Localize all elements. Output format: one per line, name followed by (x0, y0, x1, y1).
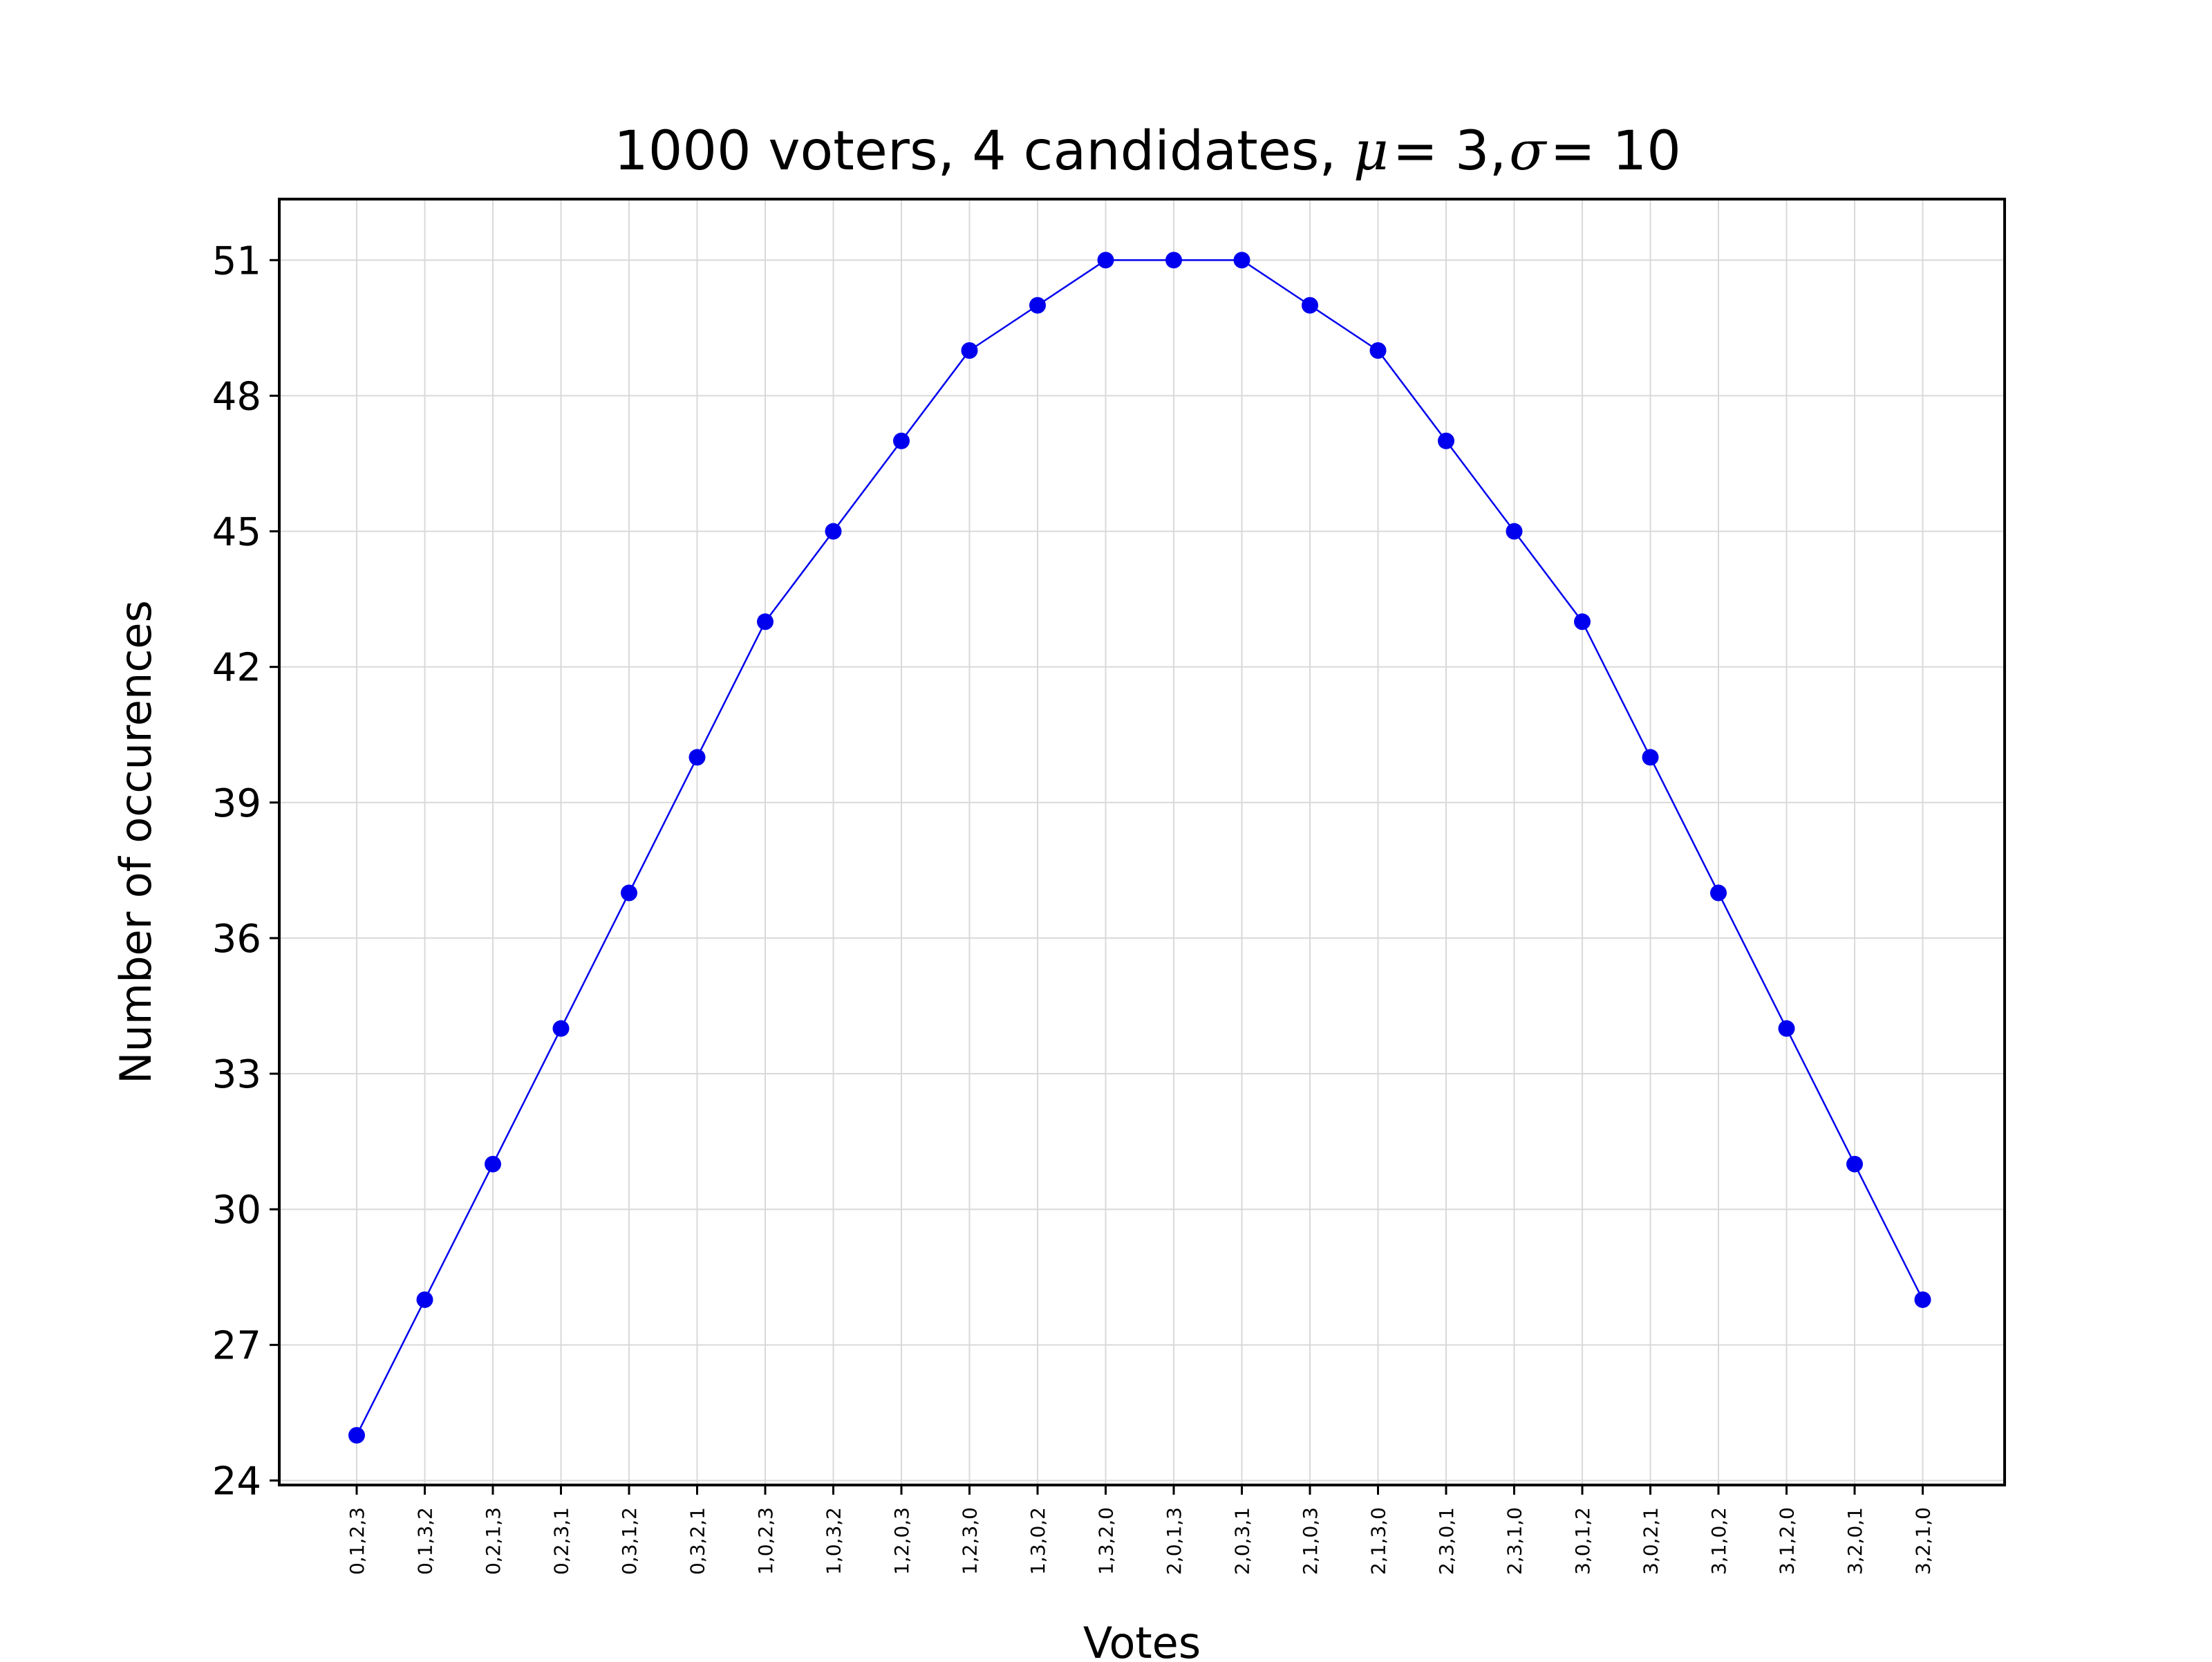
data-point (1165, 252, 1182, 269)
y-tick-label: 27 (212, 1323, 261, 1368)
x-tick-label: 0,2,3,1 (550, 1507, 573, 1575)
y-tick-label: 51 (212, 239, 261, 283)
y-tick-label: 45 (212, 510, 261, 555)
data-point (1029, 297, 1046, 314)
x-tick-label: 2,1,3,0 (1367, 1507, 1390, 1575)
x-tick-label: 3,1,0,2 (1707, 1507, 1730, 1575)
data-point (552, 1020, 570, 1037)
x-tick-label: 1,3,2,0 (1095, 1507, 1118, 1575)
data-point (1302, 297, 1318, 314)
data-point (961, 342, 978, 360)
y-tick-label: 42 (212, 646, 261, 691)
chart-title: 1000 voters, 4 candidates, μ= 3,σ= 10 (614, 120, 1681, 183)
data-point (485, 1155, 501, 1173)
x-axis: 0,1,2,3 0,1,3,2 0,2,1,3 0,2,3,1 0,3,1,2 0,3,2… (346, 1485, 1935, 1575)
data-point (1438, 432, 1454, 449)
data-point (621, 884, 637, 902)
y-axis: 24 27 30 33 36 39 42 45 48 51 (212, 239, 279, 1504)
y-tick-label: 48 (212, 374, 261, 419)
data-point (1846, 1155, 1863, 1173)
y-tick-label: 24 (212, 1459, 261, 1504)
y-axis-label: Number of occurences (111, 600, 161, 1084)
x-tick-label: 0,1,3,2 (414, 1507, 437, 1575)
series-line (348, 252, 1931, 1444)
y-tick-label: 36 (212, 917, 261, 962)
x-tick-label: 1,0,3,2 (823, 1507, 845, 1575)
x-tick-label: 2,3,1,0 (1503, 1507, 1526, 1575)
data-point (1642, 749, 1659, 766)
x-tick-label: 3,2,1,0 (1912, 1507, 1935, 1575)
data-point (893, 432, 910, 449)
y-tick-label: 33 (212, 1052, 261, 1097)
x-axis-label: Votes (1083, 1618, 1201, 1659)
x-tick-label: 3,0,2,1 (1640, 1507, 1662, 1575)
data-point (1710, 884, 1727, 902)
x-tick-label: 2,0,3,1 (1231, 1507, 1254, 1575)
x-tick-label: 1,0,2,3 (754, 1507, 777, 1575)
x-tick-label: 0,3,1,2 (618, 1507, 641, 1575)
x-tick-label: 2,0,1,3 (1163, 1507, 1185, 1575)
x-tick-label: 3,1,2,0 (1776, 1507, 1799, 1575)
x-tick-label: 1,2,3,0 (959, 1507, 982, 1575)
data-point (1506, 523, 1523, 540)
x-tick-label: 3,0,1,2 (1571, 1507, 1594, 1575)
x-tick-label: 3,2,0,1 (1844, 1507, 1866, 1575)
y-tick-label: 30 (212, 1188, 261, 1233)
x-tick-label: 0,2,1,3 (482, 1507, 505, 1575)
data-point (1914, 1291, 1931, 1308)
plot-frame (278, 198, 2006, 1486)
data-point (688, 749, 706, 766)
data-point (757, 613, 774, 631)
data-point (1574, 613, 1591, 631)
data-point (825, 523, 842, 540)
x-tick-label: 0,1,2,3 (346, 1507, 368, 1575)
y-tick-label: 39 (212, 781, 261, 826)
data-point (1233, 252, 1250, 269)
x-tick-label: 2,1,0,3 (1299, 1507, 1322, 1575)
data-point (1369, 342, 1387, 360)
x-tick-label: 1,3,0,2 (1027, 1507, 1049, 1575)
x-tick-label: 1,2,0,3 (890, 1507, 913, 1575)
data-point (1778, 1020, 1795, 1037)
series-polyline (355, 259, 1924, 1436)
x-tick-label: 2,3,0,1 (1435, 1507, 1458, 1575)
data-point (1097, 252, 1114, 269)
x-tick-label: 0,3,2,1 (686, 1507, 709, 1575)
data-point (416, 1291, 433, 1308)
data-point (348, 1427, 365, 1444)
